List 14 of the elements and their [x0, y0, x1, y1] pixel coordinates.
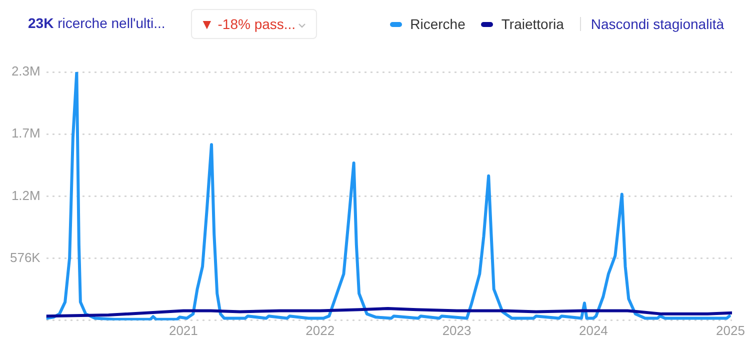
x-tick-label: 2022 [306, 322, 335, 338]
y-tick-label: 576K [10, 250, 41, 265]
legend-label: Traiettoria [500, 16, 564, 32]
x-tick-label: 2023 [442, 322, 472, 338]
text: Nascondi stagionalità [590, 16, 724, 32]
x-tick-label: 2024 [578, 322, 608, 338]
text: ▼ -18% pass... [200, 16, 296, 32]
y-tick-label: 1.7M [11, 126, 40, 141]
y-tick-label: 2.3M [11, 64, 40, 79]
x-tick-label: 2021 [168, 322, 198, 338]
y-tick-label: 1.2M [11, 188, 40, 203]
text: 23K ricerche nell'ulti... [28, 15, 166, 31]
legend-label: Ricerche [409, 16, 466, 32]
x-tick-label: 2025 [716, 322, 745, 338]
